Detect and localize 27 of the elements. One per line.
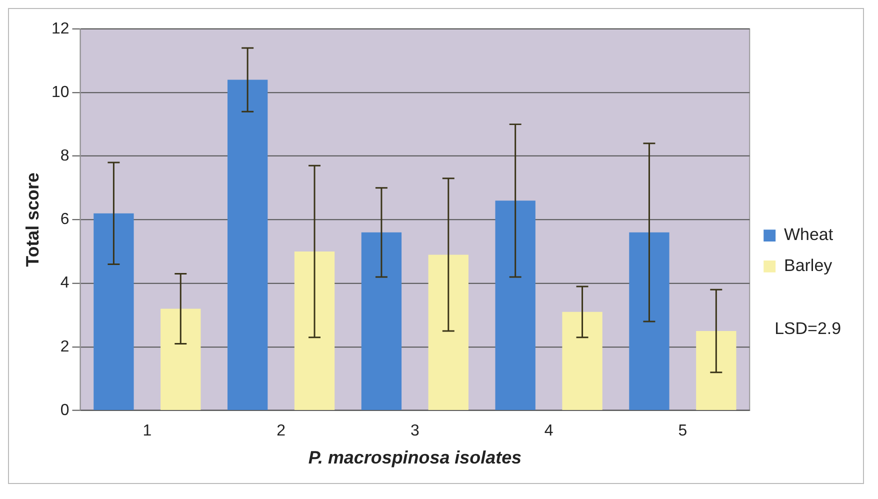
y-tick-label: 12 [52, 20, 70, 38]
x-tick-label: 1 [142, 422, 152, 440]
legend-label: Wheat [784, 225, 834, 244]
bar [428, 254, 468, 410]
y-tick-label: 10 [52, 84, 70, 101]
bar [94, 213, 134, 410]
y-tick-label: 2 [60, 338, 70, 356]
bar [562, 312, 602, 410]
legend-label: Barley [784, 256, 833, 276]
bar [160, 308, 201, 410]
x-tick-label: 2 [276, 422, 286, 440]
y-tick-label: 0 [60, 402, 70, 419]
bar [495, 200, 536, 410]
x-tick-label: 4 [544, 422, 554, 440]
text: LSD=2.9 [774, 319, 842, 338]
bar [696, 331, 736, 410]
y-tick-label: 4 [60, 274, 70, 292]
bar [629, 232, 670, 410]
x-tick-label: 5 [678, 422, 688, 440]
bar [294, 252, 335, 410]
y-axis-title: Total score [22, 172, 43, 267]
x-tick-label: 3 [410, 422, 420, 440]
x-axis-title: P. macrospinosa isolates [308, 447, 522, 468]
bar [228, 80, 268, 410]
y-tick-label: 6 [60, 211, 70, 228]
y-tick-label: 8 [60, 148, 70, 164]
bar [361, 232, 402, 410]
